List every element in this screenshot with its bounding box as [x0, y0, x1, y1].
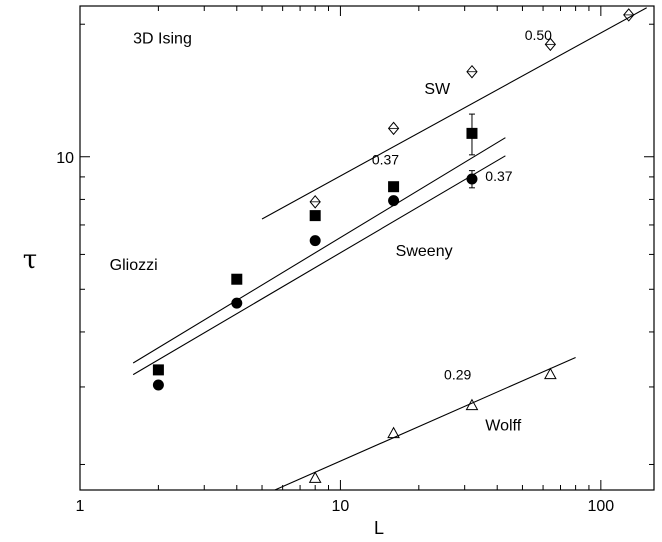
data-point-sweeny — [231, 297, 243, 309]
data-point-wolff — [387, 426, 400, 439]
data-point-sw — [309, 195, 321, 209]
fit-line-sw — [261, 7, 647, 220]
data-point-sweeny — [309, 235, 321, 247]
annotation: 0.29 — [444, 366, 471, 382]
axes: 1 10 100 10 Lτ — [23, 5, 655, 538]
series-gliozzi — [152, 113, 478, 376]
series-wolff — [308, 367, 557, 483]
x-tick-label: 1 — [76, 498, 85, 515]
x-tick-label: 10 — [332, 498, 350, 515]
data-point-gliozzi — [152, 364, 164, 376]
fit-line-wolff — [274, 356, 576, 491]
data-point-sw — [466, 64, 478, 79]
annotation: 3D Ising — [133, 30, 192, 47]
series-sweeny — [152, 170, 478, 391]
plot-frame — [79, 5, 655, 491]
data-point-sweeny — [388, 195, 400, 207]
diamond-shape — [544, 37, 557, 52]
y-tick-label: 10 — [56, 150, 74, 167]
annotation: 0.37 — [485, 168, 512, 184]
diamond-shape — [309, 195, 321, 209]
data-point-sw — [387, 121, 400, 136]
data-point-sweeny — [466, 173, 478, 185]
diamond-shape — [387, 121, 400, 136]
fit-line-gliozzi — [132, 137, 506, 364]
annotation: Gliozzi — [110, 257, 158, 274]
data-point-gliozzi — [231, 273, 243, 285]
data-point-wolff — [465, 398, 479, 411]
data-point-sw — [623, 8, 635, 22]
data-point-sw — [544, 37, 557, 52]
data-point-gliozzi — [466, 127, 478, 139]
diamond-shape — [466, 64, 478, 79]
data-point-wolff — [308, 471, 322, 483]
data-point-gliozzi — [388, 181, 400, 193]
annotation: Wolff — [485, 417, 521, 434]
annotation: SW — [424, 81, 451, 98]
x-axis-label: L — [374, 518, 384, 538]
fit-lines — [132, 7, 647, 491]
chart-labels: 3D Ising 0.50 SW 0.37 0.37 Gliozzi Sweeny 0.29 W… — [110, 27, 552, 434]
x-tick-label: 100 — [587, 498, 614, 515]
data-point-gliozzi — [309, 210, 321, 222]
annotation: 0.50 — [525, 27, 552, 43]
data-points — [152, 8, 635, 483]
annotation: 0.37 — [372, 152, 399, 168]
data-point-sweeny — [152, 379, 164, 391]
fit-line-sweeny — [132, 155, 506, 376]
data-point-wolff — [544, 367, 557, 380]
annotation: Sweeny — [396, 243, 453, 260]
diamond-shape — [623, 8, 635, 22]
y-axis-label: τ — [23, 245, 37, 275]
series-sw — [309, 8, 635, 209]
